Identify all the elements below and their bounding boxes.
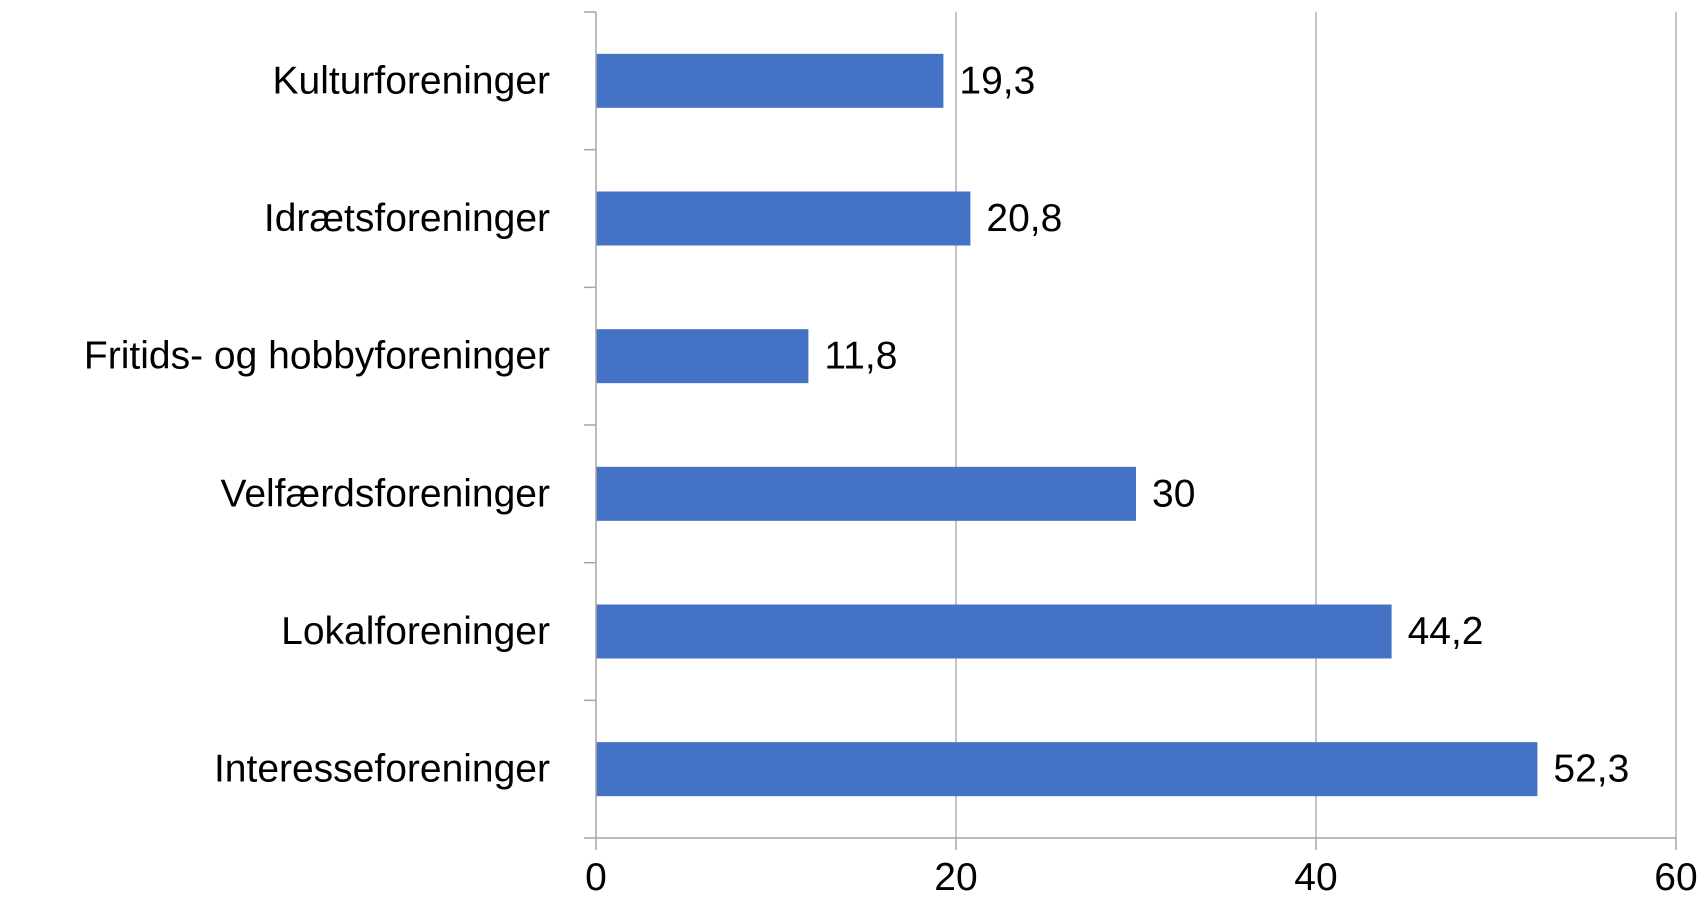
axes: [584, 11, 1677, 850]
data-label: 19,3: [959, 59, 1035, 102]
data-label: 52,3: [1553, 748, 1629, 791]
category-label: Lokalforeninger: [281, 610, 550, 653]
category-label: Kulturforeninger: [273, 59, 551, 102]
x-tick-label: 0: [585, 856, 607, 899]
category-label: Idrætsforeninger: [264, 197, 550, 240]
bars: [596, 53, 1538, 797]
x-tick-label: 40: [1294, 856, 1337, 899]
gridlines: [955, 12, 1677, 838]
bar: [596, 466, 1136, 521]
bar: [596, 53, 944, 108]
labels: 19,3 Kulturforeninger 20,8 Idrætsforeninger…: [84, 59, 1698, 899]
bar: [596, 604, 1392, 659]
data-label: 11,8: [824, 335, 897, 378]
category-label: Velfærdsforeninger: [220, 472, 550, 515]
x-tick-label: 20: [934, 856, 977, 899]
category-label: Fritids- og hobbyforeninger: [84, 335, 550, 378]
bar: [596, 191, 971, 246]
bar: [596, 329, 809, 384]
category-label: Interesseforeninger: [214, 748, 550, 791]
x-tick-label: 60: [1654, 856, 1697, 899]
data-label: 30: [1152, 472, 1195, 515]
data-label: 44,2: [1408, 610, 1484, 653]
bar: [596, 742, 1538, 797]
data-label: 20,8: [986, 197, 1062, 240]
